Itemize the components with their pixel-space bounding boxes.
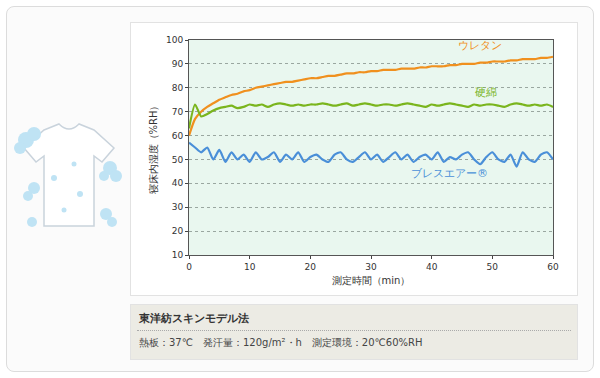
svg-text:50: 50 xyxy=(487,262,499,272)
html-text:熱板：37℃ 発汗量：120g/m²・h 測定環境：20℃6: 熱板：37℃ 発汗量：120g/m²・h 測定環境：20℃60%RH xyxy=(139,337,423,348)
svg-text:90: 90 xyxy=(172,59,184,69)
svg-text:60: 60 xyxy=(547,262,559,272)
svg-text:80: 80 xyxy=(172,83,184,93)
svg-text:10: 10 xyxy=(172,250,184,260)
svg-text:寝床内湿度（%RH）: 寝床内湿度（%RH） xyxy=(148,101,159,195)
svg-text:70: 70 xyxy=(172,107,184,117)
html-text:東洋紡スキンモデル法: 東洋紡スキンモデル法 xyxy=(139,312,249,325)
svg-text:測定時間（min）: 測定時間（min） xyxy=(332,275,411,286)
svg-text:10: 10 xyxy=(244,262,256,272)
svg-text:40: 40 xyxy=(426,262,438,272)
svg-text:100: 100 xyxy=(166,35,183,45)
svg-text:30: 30 xyxy=(365,262,377,272)
svg-text:ブレスエアー®: ブレスエアー® xyxy=(411,167,488,180)
svg-text:30: 30 xyxy=(172,202,184,212)
svg-text:0: 0 xyxy=(186,262,192,272)
svg-text:20: 20 xyxy=(305,262,317,272)
svg-text:ウレタン: ウレタン xyxy=(458,39,502,52)
svg-text:硬綿: 硬綿 xyxy=(475,86,497,99)
svg-text:50: 50 xyxy=(172,155,184,165)
svg-text:20: 20 xyxy=(172,226,184,236)
svg-text:60: 60 xyxy=(172,131,184,141)
svg-text:40: 40 xyxy=(172,178,184,188)
